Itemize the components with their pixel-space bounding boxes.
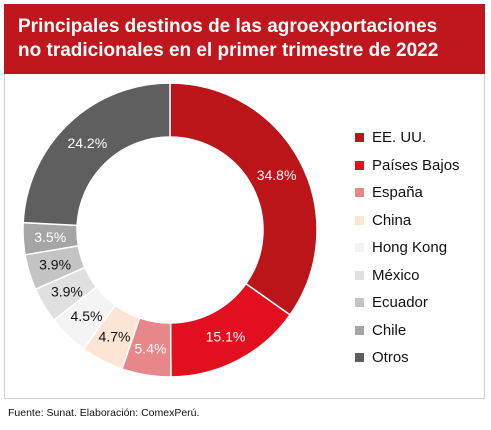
legend-label: Otros [372, 349, 409, 367]
legend-item-hong-kong: Hong Kong [355, 234, 460, 262]
legend-item-paises-bajos: Países Bajos [355, 152, 460, 180]
legend-label: México [372, 266, 420, 284]
legend-swatch [355, 188, 364, 198]
legend-label: Países Bajos [372, 156, 460, 174]
legend-label: España [372, 184, 423, 202]
slice-label-ee-uu: 34.8% [257, 167, 297, 183]
slice-label-mexico: 3.9% [51, 283, 83, 299]
slice-label-paises-bajos: 15.1% [206, 328, 246, 344]
chart-title-line-1: Principales destinos de las agroexportac… [18, 16, 438, 37]
legend-item-ecuador: Ecuador [355, 289, 460, 317]
chart-legend: EE. UU. Países Bajos España China Hong Kong M… [355, 124, 460, 372]
legend-label: China [372, 211, 412, 229]
source-note: Fuente: Sunat. Elaboración: ComexPerú. [8, 407, 200, 419]
legend-label: Ecuador [372, 294, 428, 312]
slice-label-otros: 24.2% [67, 135, 107, 151]
legend-item-otros: Otros [355, 344, 460, 372]
legend-label: Hong Kong [372, 239, 448, 257]
chart-title: Principales destinos de las agroexportac… [4, 4, 485, 74]
slice-label-china: 4.7% [99, 328, 131, 344]
legend-swatch [355, 325, 364, 335]
legend-swatch [355, 353, 364, 363]
slice-label-hong-kong: 4.5% [71, 308, 103, 324]
slice-label-espana: 5.4% [135, 340, 167, 356]
legend-swatch [355, 160, 364, 170]
slice-ee-uu [169, 82, 318, 316]
legend-swatch [355, 133, 364, 143]
legend-item-china: China [355, 207, 460, 235]
slice-label-chile: 3.5% [34, 229, 66, 245]
legend-item-ee-uu: EE. UU. [355, 124, 460, 152]
slice-label-ecuador: 3.9% [39, 257, 71, 273]
legend-label: EE. UU. [372, 129, 427, 147]
chart-title-line-2: no tradicionales en el primer trimestre … [18, 40, 439, 61]
legend-label: Chile [372, 321, 407, 339]
legend-swatch [355, 270, 364, 280]
legend-item-espana: España [355, 179, 460, 207]
legend-swatch [355, 243, 364, 253]
legend-swatch [355, 215, 364, 225]
legend-item-mexico: México [355, 262, 460, 290]
legend-item-chile: Chile [355, 317, 460, 345]
legend-swatch [355, 298, 364, 308]
slice-otros [22, 82, 171, 227]
